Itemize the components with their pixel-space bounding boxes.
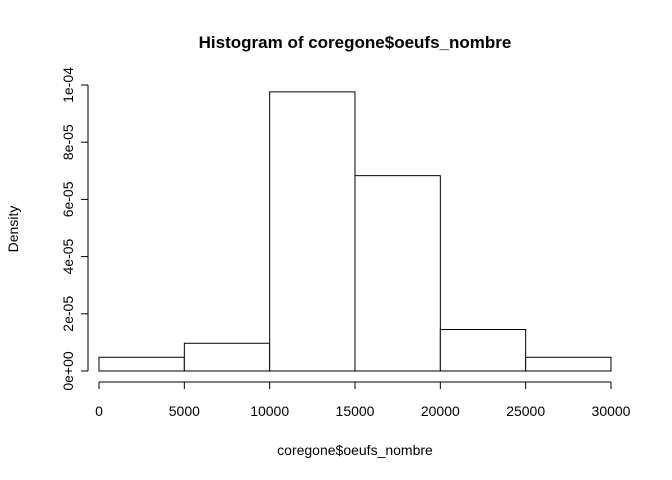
bars-group	[98, 91, 612, 372]
x-axis-label: coregone$oeufs_nombre	[277, 442, 433, 458]
histogram-bar-0	[98, 356, 185, 372]
x-tick-label-1: 5000	[169, 403, 200, 419]
histogram-bar-2	[269, 91, 356, 372]
histogram-bar-5	[525, 356, 612, 372]
histogram-bar-3	[354, 175, 441, 372]
histogram-bar-4	[439, 329, 527, 372]
y-tick-label-2: 4e-05	[60, 238, 76, 274]
histogram-bar-1	[183, 342, 271, 372]
x-tick-label-0: 0	[95, 403, 103, 419]
y-axis: 0e+00 2e-05 4e-05 6e-05 8e-05 1e-04	[60, 67, 89, 391]
y-tick-label-0: 0e+00	[60, 351, 76, 391]
x-tick-label-3: 15000	[336, 403, 375, 419]
y-tick-label-5: 1e-04	[60, 67, 76, 103]
x-axis: 0 5000 10000 15000 20000 25000 30000	[95, 381, 631, 419]
y-axis-label: Density	[5, 206, 21, 253]
y-tick-label-4: 8e-05	[60, 124, 76, 160]
y-tick-label-1: 2e-05	[60, 296, 76, 332]
x-tick-label-2: 10000	[250, 403, 289, 419]
x-tick-label-6: 30000	[592, 403, 631, 419]
y-tick-label-3: 6e-05	[60, 181, 76, 217]
chart-title: Histogram of coregone$oeufs_nombre	[199, 33, 512, 52]
x-tick-label-5: 25000	[506, 403, 545, 419]
x-tick-label-4: 20000	[421, 403, 460, 419]
